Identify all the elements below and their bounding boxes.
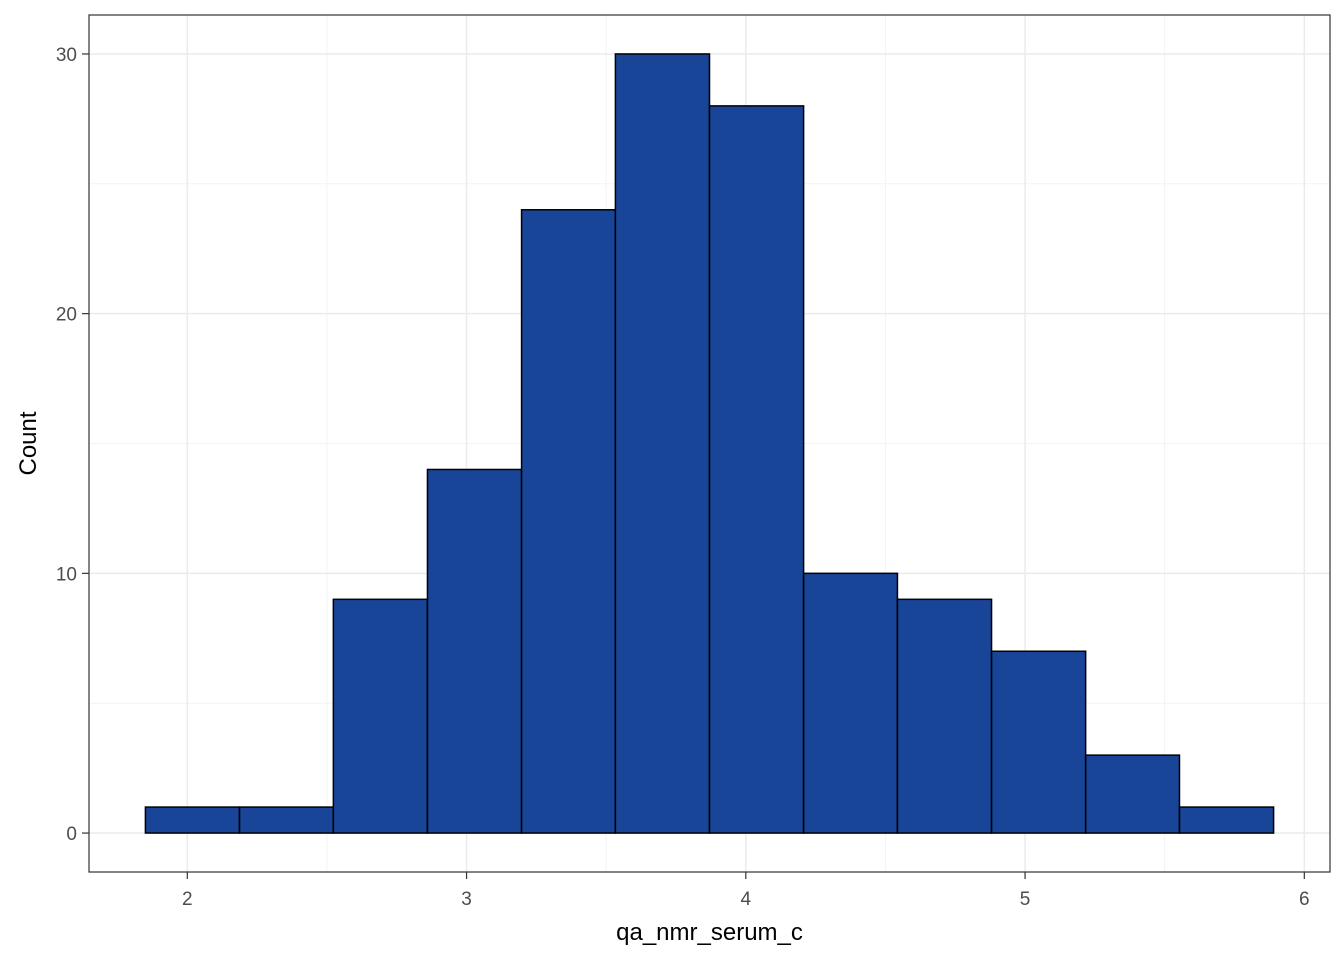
histogram-bar bbox=[520, 209, 617, 834]
y-axis-title: Count bbox=[15, 411, 42, 475]
histogram-bar bbox=[426, 468, 523, 834]
x-tick-label: 3 bbox=[461, 889, 472, 910]
histogram-bar bbox=[896, 598, 993, 834]
y-tick-label: 30 bbox=[56, 45, 77, 66]
histogram-bar bbox=[332, 598, 429, 834]
histogram-bar bbox=[238, 806, 335, 834]
histogram-bar bbox=[1084, 754, 1181, 834]
x-tick-label: 4 bbox=[741, 889, 752, 910]
y-tick-label: 10 bbox=[56, 564, 77, 585]
x-tick-label: 5 bbox=[1020, 889, 1031, 910]
histogram-bars bbox=[144, 53, 1275, 834]
x-axis-title: qa_nmr_serum_c bbox=[616, 919, 803, 946]
y-tick-label: 20 bbox=[56, 305, 77, 326]
x-tick-label: 6 bbox=[1299, 889, 1310, 910]
histogram-bar bbox=[1178, 806, 1275, 834]
x-axis-ticks: 2 3 4 5 6 bbox=[182, 872, 1310, 910]
histogram-bar bbox=[144, 806, 241, 834]
histogram-bar bbox=[990, 650, 1087, 834]
histogram-bar bbox=[614, 53, 711, 834]
y-axis-ticks: 0 10 20 30 bbox=[56, 45, 89, 845]
y-tick-label: 0 bbox=[66, 824, 77, 845]
histogram-bar bbox=[802, 572, 899, 834]
panel-border bbox=[88, 14, 1331, 873]
x-tick-label: 2 bbox=[182, 889, 193, 910]
histogram-bar bbox=[708, 105, 805, 834]
